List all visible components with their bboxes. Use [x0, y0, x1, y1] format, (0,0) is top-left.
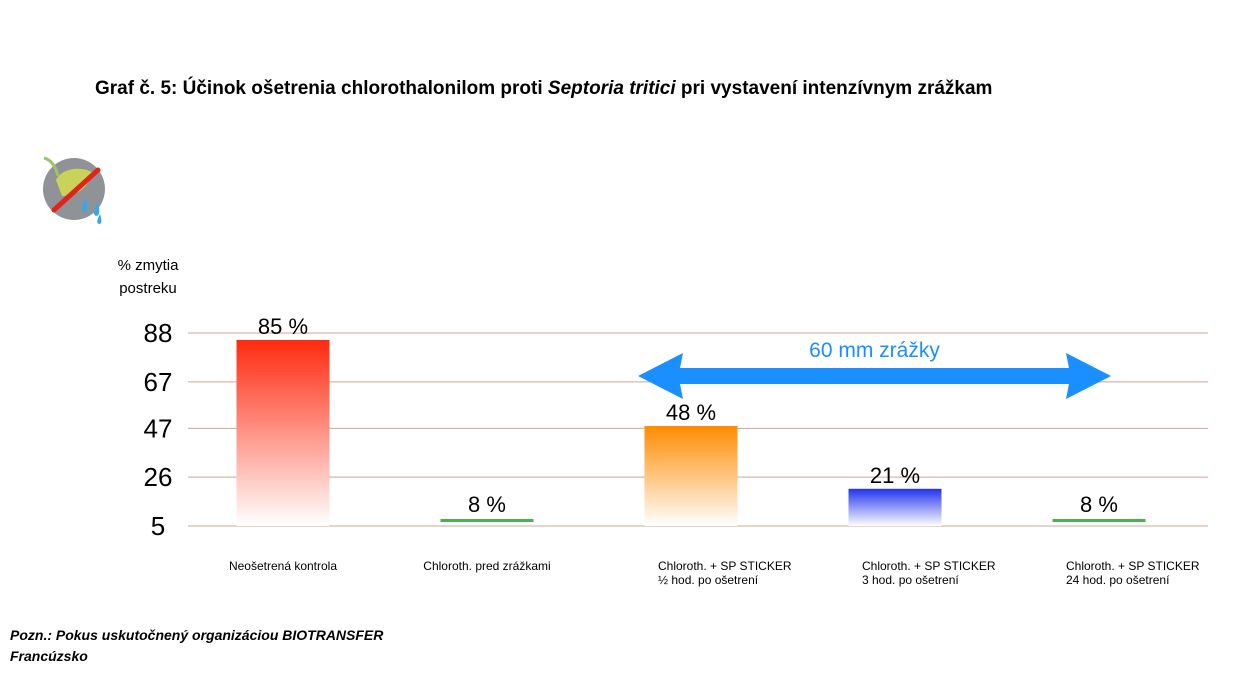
y-tick-label: 47	[144, 413, 173, 443]
bar	[440, 519, 534, 522]
bar	[236, 339, 330, 526]
annotation-label: 60 mm zrážky	[809, 339, 940, 362]
x-tick-label: Chloroth. + SP STICKER	[862, 559, 996, 573]
chart-title: Graf č. 5: Účinok ošetrenia chlorothalon…	[95, 78, 993, 99]
data-label: 85 %	[258, 314, 308, 339]
data-label: 21 %	[870, 463, 920, 488]
bar	[644, 426, 738, 526]
x-tick-label: Chloroth. + SP STICKER	[1066, 559, 1200, 573]
x-tick-label: 3 hod. po ošetrení	[862, 573, 959, 587]
bar	[848, 488, 942, 526]
y-tick-label: 5	[151, 511, 165, 541]
y-tick-label: 88	[144, 318, 173, 348]
x-tick-label: Neošetrená kontrola	[229, 559, 337, 573]
data-label: 8 %	[468, 492, 506, 517]
data-label: 48 %	[666, 400, 716, 425]
y-axis-label: % zmytia postreku	[117, 257, 179, 297]
annotation-arrow	[638, 353, 1111, 399]
x-tick-label: Chloroth. + SP STICKER	[658, 559, 792, 573]
footnote: Pozn.: Pokus uskutočnený organizáciou BI…	[10, 627, 384, 664]
x-tick-label: ½ hod. po ošetrení	[658, 573, 759, 587]
x-tick-label: 24 hod. po ošetrení	[1066, 573, 1170, 587]
y-tick-label: 67	[144, 367, 173, 397]
x-tick-label: Chloroth. pred zrážkami	[423, 559, 550, 573]
rain-washing-leaf-icon	[43, 156, 105, 224]
y-tick-label: 26	[144, 462, 173, 492]
bar	[1052, 519, 1146, 522]
data-label: 8 %	[1080, 492, 1118, 517]
